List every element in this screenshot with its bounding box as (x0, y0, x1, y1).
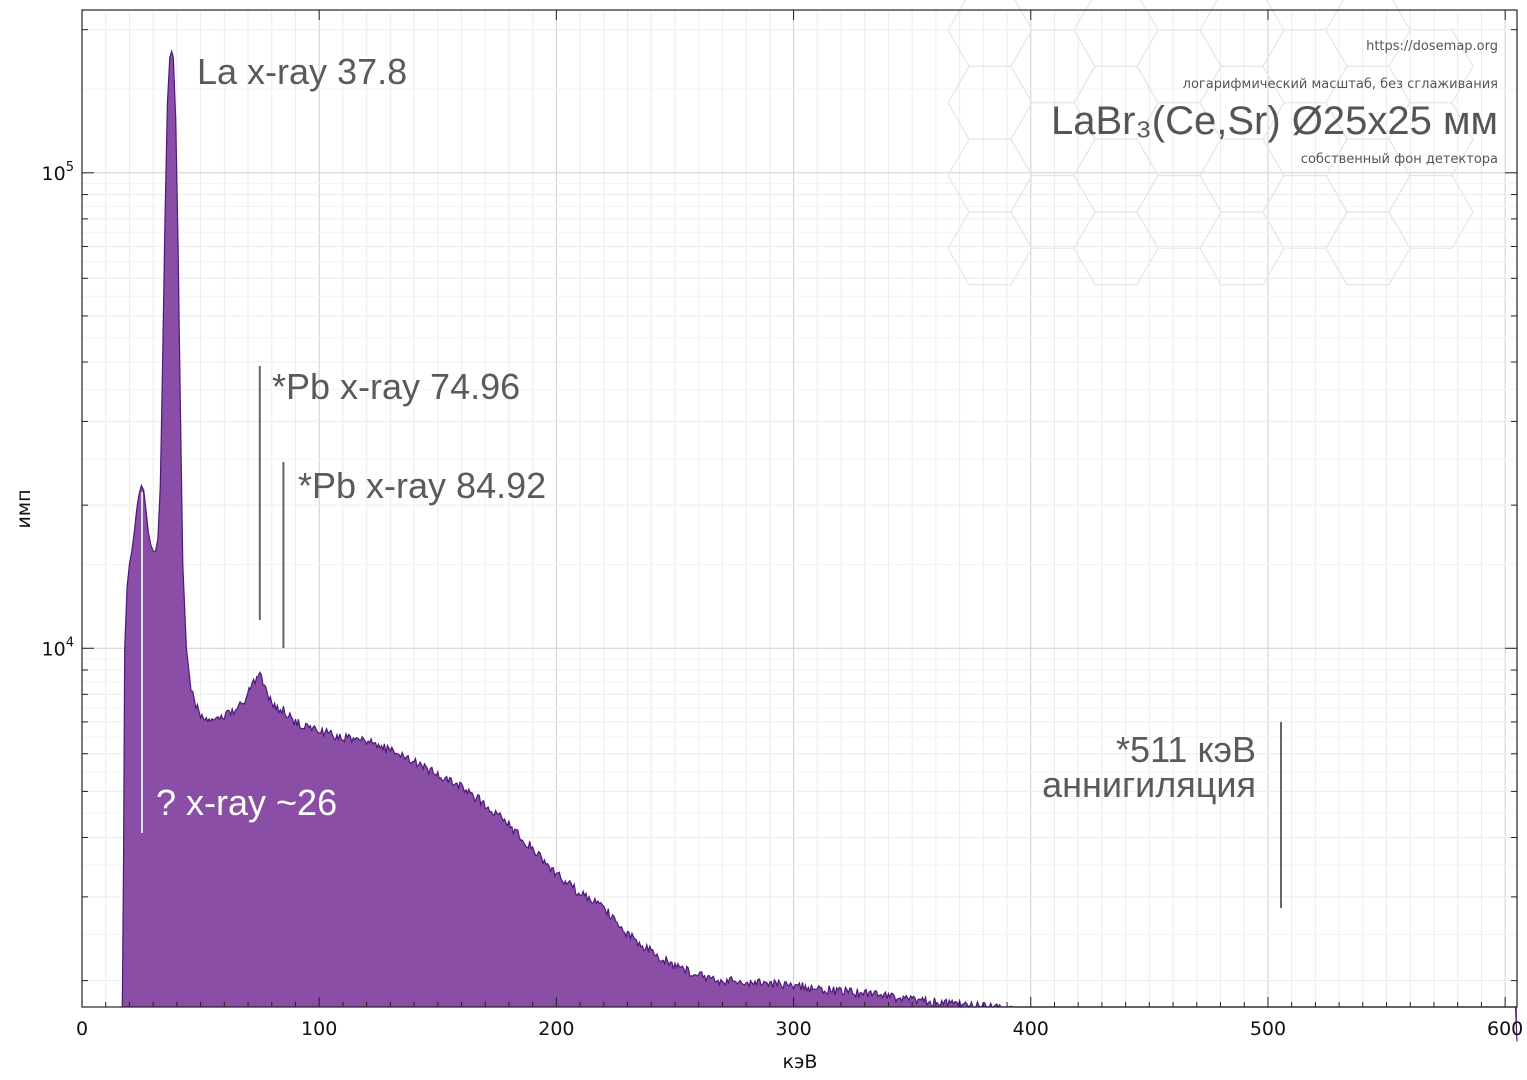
hexagon-cell (947, 211, 1033, 286)
hexagon-cell (1073, 138, 1159, 213)
x-axis-label: кэВ (783, 1051, 818, 1073)
hexagon-cell (1010, 174, 1096, 249)
x-tick-label: 400 (1013, 1018, 1049, 1040)
hexagon-watermark (947, 0, 1474, 286)
y-axis-label: имп (13, 489, 35, 528)
hexagon-cell (947, 65, 1033, 140)
header-scale-note: логарифмический масштаб, без сглаживания (1183, 77, 1498, 92)
hexagon-cell (1262, 174, 1348, 249)
hexagon-cell (947, 138, 1033, 213)
x-tick-label: 600 (1487, 1018, 1523, 1040)
chart-subtitle: собственный фон детектора (1301, 152, 1498, 167)
x-tick-label: 0 (76, 1018, 88, 1040)
annotation-annihilation: аннигиляция (1042, 764, 1256, 805)
annotations: La x-ray 37.8 *Pb x-ray 74.96 *Pb x-ray 84… (141, 51, 1282, 908)
hexagon-cell (1199, 138, 1285, 213)
chart-title: LaBr₃(Ce,Sr) Ø25x25 мм (1051, 99, 1498, 143)
hexagon-cell (1073, 211, 1159, 286)
x-tick-label: 100 (301, 1018, 337, 1040)
y-tick-label: 105 (42, 160, 74, 185)
x-tick-label: 300 (775, 1018, 811, 1040)
hexagon-cell (1199, 211, 1285, 286)
annotation-la-xray: La x-ray 37.8 (197, 51, 407, 92)
x-tick-label: 500 (1250, 1018, 1286, 1040)
y-tick-label: 104 (42, 635, 74, 660)
hexagon-cell (1388, 174, 1474, 249)
spectrum-area (122, 51, 1517, 1042)
annotation-pb-74: *Pb x-ray 74.96 (272, 366, 520, 407)
hexagon-cell (1325, 138, 1411, 213)
annotation-511: *511 кэВ (1116, 729, 1256, 770)
annotation-xray-26: ? x-ray ~26 (156, 782, 337, 823)
x-tick-label: 200 (538, 1018, 574, 1040)
plot-area (121, 49, 1518, 1042)
axis-ticks: 0 100 200 300 400 500 600 104 105 (42, 10, 1523, 1040)
header-url: https://dosemap.org (1366, 39, 1498, 54)
hexagon-cell (1325, 211, 1411, 286)
plot-frame (81, 9, 1518, 1008)
hexagon-cell (1010, 29, 1096, 104)
annotation-pb-85: *Pb x-ray 84.92 (298, 465, 546, 506)
